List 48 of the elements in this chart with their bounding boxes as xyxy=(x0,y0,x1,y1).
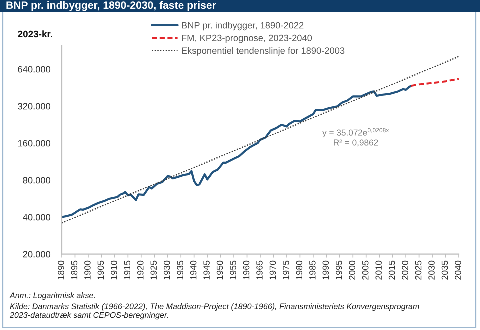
x-tick-label: 1995 xyxy=(336,260,342,280)
x-tick-label: 1940 xyxy=(190,260,197,280)
legend-label: BNP pr. indbygger, 1890-2022 xyxy=(182,22,304,31)
y-tick-label: 640.000 xyxy=(18,66,51,73)
x-tick-label: 1920 xyxy=(137,260,144,280)
x-tick-label: 1965 xyxy=(256,260,263,280)
x-tick-label: 1930 xyxy=(164,260,170,280)
y-axis-title: 2023-kr. xyxy=(18,30,52,38)
x-tick-label: 2020 xyxy=(402,260,408,280)
x-tick-label: 2015 xyxy=(388,260,396,280)
x-tick-label: 2005 xyxy=(362,260,369,280)
chart-title: BNP pr. indbygger, 1890-2030, faste priser xyxy=(6,1,216,12)
x-tick-label: 1895 xyxy=(71,260,78,280)
y-tick-label: 320.000 xyxy=(18,103,51,110)
annotation: y = 35.072e$^{0,0208x}$ xyxy=(322,128,390,138)
x-tick-label: 2010 xyxy=(376,260,382,280)
x-tick-label: 1945 xyxy=(204,260,210,280)
x-tick-label: 1915 xyxy=(124,260,131,280)
y-tick-label: 20.000 xyxy=(23,251,51,258)
text: Anm.: Logaritmisk akse. xyxy=(10,292,95,300)
x-tick-label: 1970 xyxy=(270,260,276,280)
x-tick-label: 1985 xyxy=(310,260,316,280)
line-series xyxy=(410,78,459,87)
x-tick-label: 1905 xyxy=(98,260,104,280)
x-tick-label: 1890 xyxy=(58,260,64,280)
legend-label: Eksponentiel tendenslinje for 1890-2003 xyxy=(182,47,345,56)
x-tick-label: 1955 xyxy=(230,260,236,280)
x-tick-label: 1950 xyxy=(216,260,224,280)
legend-label: FM, KP23-prognose, 2023-2040 xyxy=(182,34,312,44)
x-tick-label: 2035 xyxy=(442,260,448,280)
x-tick-label: 2030 xyxy=(428,260,435,280)
y-tick-label: 40.000 xyxy=(23,214,51,221)
x-tick-label: 1980 xyxy=(296,260,303,280)
line-series xyxy=(62,84,412,218)
x-tick-label: 1935 xyxy=(177,260,184,280)
x-tick-label: 1925 xyxy=(150,260,158,280)
x-tick-label: 1960 xyxy=(243,260,250,280)
x-tick-label: 1990 xyxy=(322,260,330,280)
x-tick-label: 1910 xyxy=(111,260,118,280)
y-tick-label: 160.000 xyxy=(18,140,51,147)
text: Kilde: Danmarks Statistik (1966-2022), The Maddison-Project (1890-1966), Finansministeriets Konvergensprogram 2023-dataudtræk samt CEPOS-beregninger. xyxy=(10,304,420,320)
x-tick-label: 2000 xyxy=(349,260,356,280)
x-tick-label: 2040 xyxy=(455,260,462,280)
x-tick-label: 2025 xyxy=(415,260,422,280)
annotation: R² = 0,9862 xyxy=(334,140,378,147)
y-tick-label: 80.000 xyxy=(23,177,51,184)
x-tick-label: 1900 xyxy=(84,260,91,280)
x-tick-label: 1975 xyxy=(283,260,290,280)
